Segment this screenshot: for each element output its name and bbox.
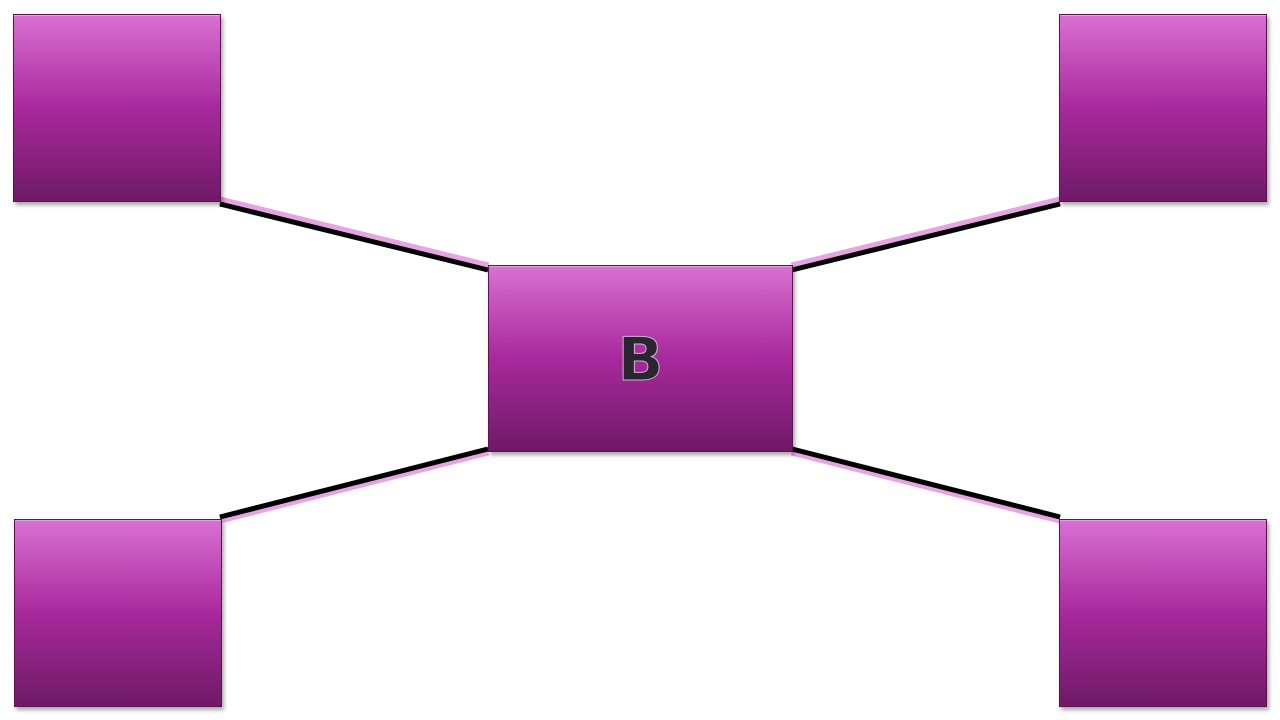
connector-top-left <box>219 201 489 273</box>
connector-bottom-right <box>791 446 1061 520</box>
node-top-right[interactable] <box>1059 14 1267 202</box>
connector-glow-top-left <box>218 196 490 272</box>
connector-glow-top-right <box>790 196 1062 272</box>
connector-bottom-left <box>219 446 489 520</box>
node-top-left[interactable] <box>13 14 221 202</box>
center-node-label: B <box>617 324 664 395</box>
node-bottom-right[interactable] <box>1059 519 1267 707</box>
node-center[interactable]: B <box>488 265 793 452</box>
node-bottom-left[interactable] <box>14 519 222 707</box>
connector-group <box>219 201 1061 520</box>
connector-top-right <box>791 201 1061 273</box>
